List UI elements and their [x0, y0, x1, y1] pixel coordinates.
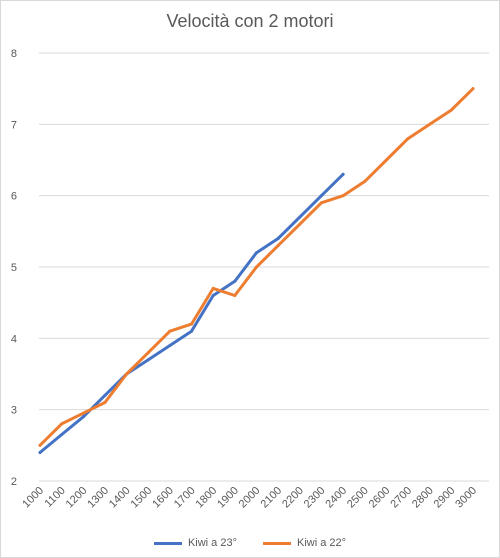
- series-1-point: [363, 179, 367, 183]
- x-tick-label: 1500: [129, 485, 155, 511]
- series-0-point: [168, 343, 172, 347]
- series-0-point: [341, 172, 345, 176]
- x-tick-label: 2800: [410, 485, 436, 511]
- series-1-point: [38, 443, 42, 447]
- legend-swatch: [263, 541, 291, 545]
- series-1-point: [471, 87, 475, 91]
- series-1-point: [255, 265, 258, 269]
- legend-swatch: [153, 541, 182, 545]
- x-tick-label: 2300: [302, 485, 328, 511]
- series-lines: [38, 87, 475, 454]
- series-1-point: [384, 158, 388, 162]
- x-tick-label: 1200: [64, 485, 90, 511]
- series-0-point: [146, 358, 150, 362]
- y-tick-label: 4: [11, 333, 17, 345]
- series-0-point: [255, 251, 258, 255]
- y-tick-label: 3: [11, 405, 17, 417]
- x-tick-label: 2500: [345, 485, 371, 511]
- x-tick-label: 1100: [43, 485, 68, 510]
- series-0-point: [319, 194, 323, 198]
- x-tick-label: 1900: [215, 485, 241, 511]
- series-0-point: [190, 329, 194, 333]
- series-1-point: [406, 137, 410, 141]
- x-tick-label: 1800: [194, 485, 220, 511]
- series-1-point: [125, 372, 129, 376]
- legend-item: Kiwi a 22°: [263, 537, 346, 549]
- x-tick-label: 2200: [280, 485, 306, 511]
- x-tick-label: 2900: [432, 485, 458, 511]
- gridlines: [39, 52, 489, 482]
- series-1-point: [81, 411, 85, 415]
- series-0-point: [211, 294, 215, 298]
- x-tick-label: 2700: [388, 485, 414, 511]
- series-1-point: [428, 122, 432, 126]
- y-axis-ticks: 2 3 4 5 6 7 8: [11, 48, 17, 488]
- x-tick-label: 1400: [107, 485, 133, 511]
- x-tick-label: 3000: [453, 485, 479, 511]
- series-0-point: [276, 236, 280, 240]
- x-tick-label: 1600: [150, 485, 176, 511]
- x-tick-label: 2100: [258, 485, 284, 511]
- x-axis-ticks: 1000110012001300140015001600170018001900…: [20, 485, 479, 511]
- series-0-point: [233, 279, 237, 283]
- series-1-point: [319, 201, 323, 205]
- series-1-point: [276, 244, 280, 248]
- y-tick-label: 5: [11, 262, 17, 274]
- y-tick-label: 7: [11, 119, 17, 131]
- series-0-point: [60, 433, 64, 437]
- series-0-point: [103, 393, 107, 397]
- legend-label: Kiwi a 22°: [297, 537, 347, 549]
- series-1-point: [211, 286, 215, 290]
- chart-title: Velocità con 2 motori: [166, 11, 334, 31]
- y-tick-label: 6: [11, 191, 17, 203]
- x-tick-label: 1300: [85, 485, 111, 511]
- x-tick-label: 2600: [367, 485, 393, 511]
- series-1-point: [233, 294, 237, 298]
- x-tick-label: 1000: [20, 485, 46, 511]
- series-1-point: [103, 401, 107, 405]
- series-1-point: [341, 194, 345, 198]
- series-1-point: [60, 422, 64, 426]
- y-tick-label: 2: [11, 476, 17, 488]
- series-1-point: [190, 322, 194, 326]
- series-1-point: [146, 351, 150, 355]
- x-tick-label: 2000: [237, 485, 263, 511]
- series-1-point: [168, 329, 172, 333]
- legend-label: Kiwi a 23°: [187, 537, 237, 549]
- series-0-point: [298, 215, 302, 219]
- series-0-point: [38, 450, 42, 454]
- series-1-point: [449, 108, 453, 112]
- series-0-point: [81, 415, 85, 419]
- legend-item: Kiwi a 23°: [153, 537, 237, 549]
- x-tick-label: 1700: [172, 485, 198, 511]
- y-tick-label: 8: [11, 48, 17, 60]
- x-tick-label: 2400: [323, 485, 349, 511]
- series-1-point: [298, 222, 302, 226]
- legend: Kiwi a 23° Kiwi a 22°: [1, 537, 499, 549]
